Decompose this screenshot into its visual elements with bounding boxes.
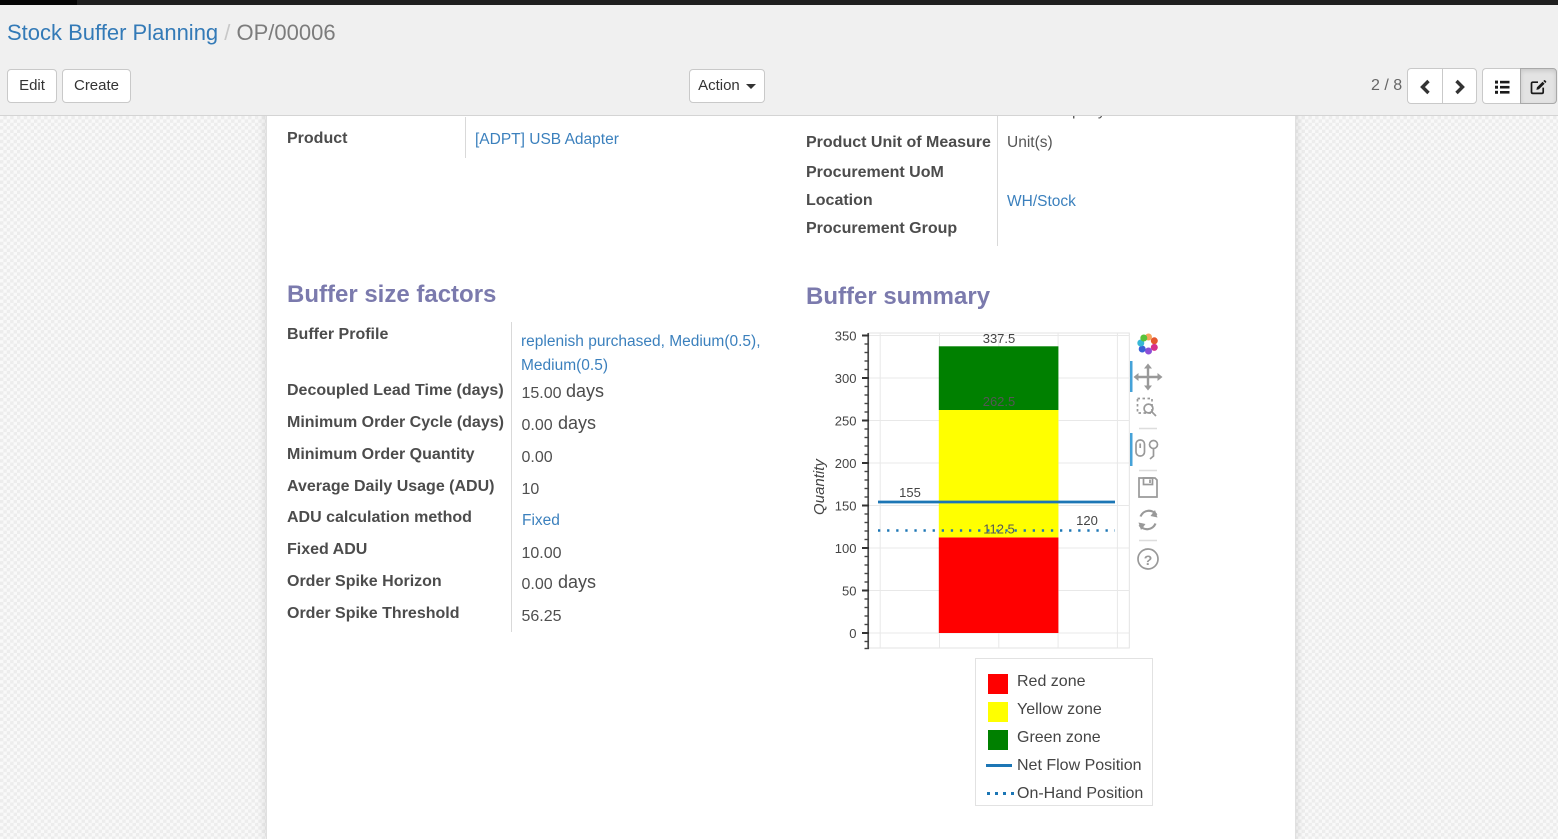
svg-text:?: ? xyxy=(1144,552,1153,568)
svg-text:262.5: 262.5 xyxy=(983,394,1016,409)
svg-text:300: 300 xyxy=(835,371,857,386)
svg-text:337.5: 337.5 xyxy=(983,331,1016,346)
svg-text:112.5: 112.5 xyxy=(983,522,1015,537)
svg-text:350: 350 xyxy=(835,329,857,344)
svg-text:120: 120 xyxy=(1076,513,1098,528)
svg-text:200: 200 xyxy=(835,456,857,471)
svg-text:Quantity: Quantity xyxy=(811,458,828,515)
svg-text:155: 155 xyxy=(899,485,921,500)
svg-text:250: 250 xyxy=(835,414,857,429)
svg-text:150: 150 xyxy=(835,499,857,514)
svg-text:100: 100 xyxy=(835,541,857,556)
svg-text:0: 0 xyxy=(849,626,856,641)
svg-text:50: 50 xyxy=(842,584,856,599)
